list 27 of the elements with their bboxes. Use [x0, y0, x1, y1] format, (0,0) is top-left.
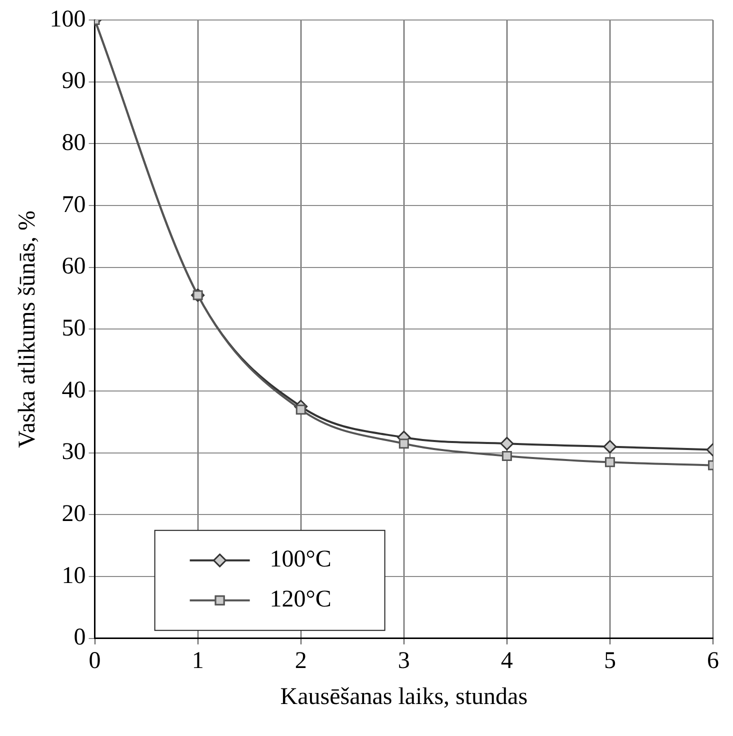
point — [604, 457, 615, 468]
x-axis-title: Kausēšanas laiks, stundas — [280, 684, 528, 710]
point — [296, 404, 306, 415]
y-tick-label: 0 — [74, 624, 86, 651]
point — [603, 440, 617, 454]
y-axis-title: Vaska atlikums šūnās, % — [14, 210, 41, 448]
y-tick-label: 40 — [62, 377, 86, 404]
y-tick-label: 20 — [62, 501, 86, 528]
y-tick-label: 60 — [62, 254, 86, 280]
x-tick-label: 3 — [398, 648, 410, 674]
legend-label: 100°C — [270, 546, 332, 573]
x-tick-label: 6 — [707, 648, 719, 674]
point — [500, 436, 514, 450]
x-tick-label: 4 — [500, 648, 513, 674]
y-tick-label: 100 — [50, 6, 86, 32]
y-tick-label: 30 — [62, 439, 86, 466]
y-tick-label: 50 — [62, 315, 86, 342]
y-tick-label: 80 — [62, 130, 86, 156]
legend-label: 120°C — [270, 586, 332, 613]
y-tick-label: 90 — [62, 68, 86, 94]
x-tick-label: 2 — [294, 648, 307, 674]
x-tick-label: 1 — [192, 648, 204, 674]
y-tick-label: 10 — [62, 562, 86, 589]
y-tick-label: 70 — [62, 192, 86, 218]
point — [502, 450, 512, 461]
point — [398, 438, 409, 449]
x-tick-label: 5 — [604, 648, 616, 674]
